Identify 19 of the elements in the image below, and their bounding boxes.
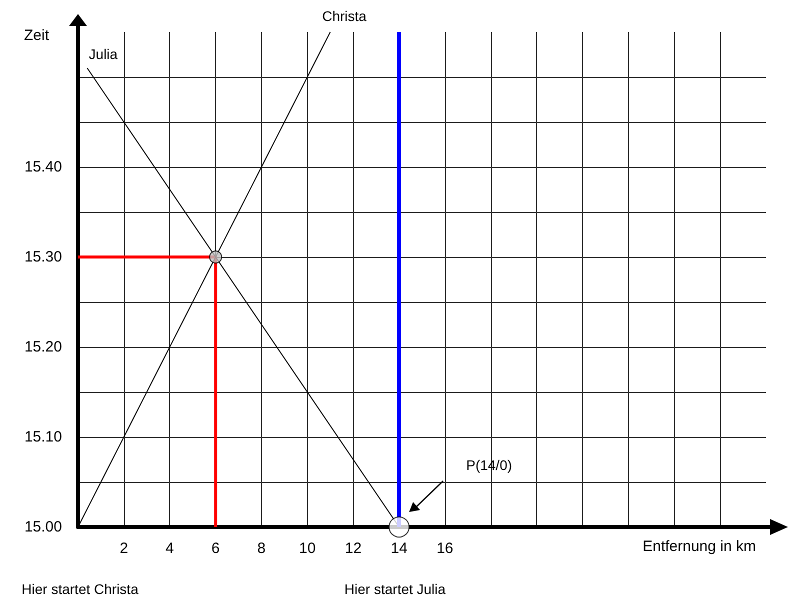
y-tick-label: 15.00	[24, 518, 62, 536]
x-tick-label: 8	[257, 540, 266, 557]
y-tick-label: 15.10	[24, 428, 62, 446]
y-tick-label: 15.20	[24, 338, 62, 356]
y-tick-label: 15.30	[24, 248, 62, 266]
x-tick-label: 12	[344, 540, 362, 557]
x-tick-label: 10	[298, 540, 316, 557]
y-axis-title: Zeit	[24, 27, 50, 44]
series-label: Julia	[88, 46, 118, 62]
y-tick-label: 15.40	[24, 158, 62, 176]
x-tick-label: 2	[120, 540, 128, 557]
x-axis-title: Entfernung in km	[642, 538, 756, 555]
x-tick-label: 14	[390, 540, 408, 557]
text: Hier startet Christa	[22, 581, 139, 597]
x-tick-label: 6	[211, 540, 220, 557]
series-label: Christa	[322, 8, 367, 24]
x-tick-label: 16	[436, 540, 454, 557]
x-tick-label: 4	[166, 540, 174, 557]
text: Hier startet Julia	[344, 581, 446, 597]
